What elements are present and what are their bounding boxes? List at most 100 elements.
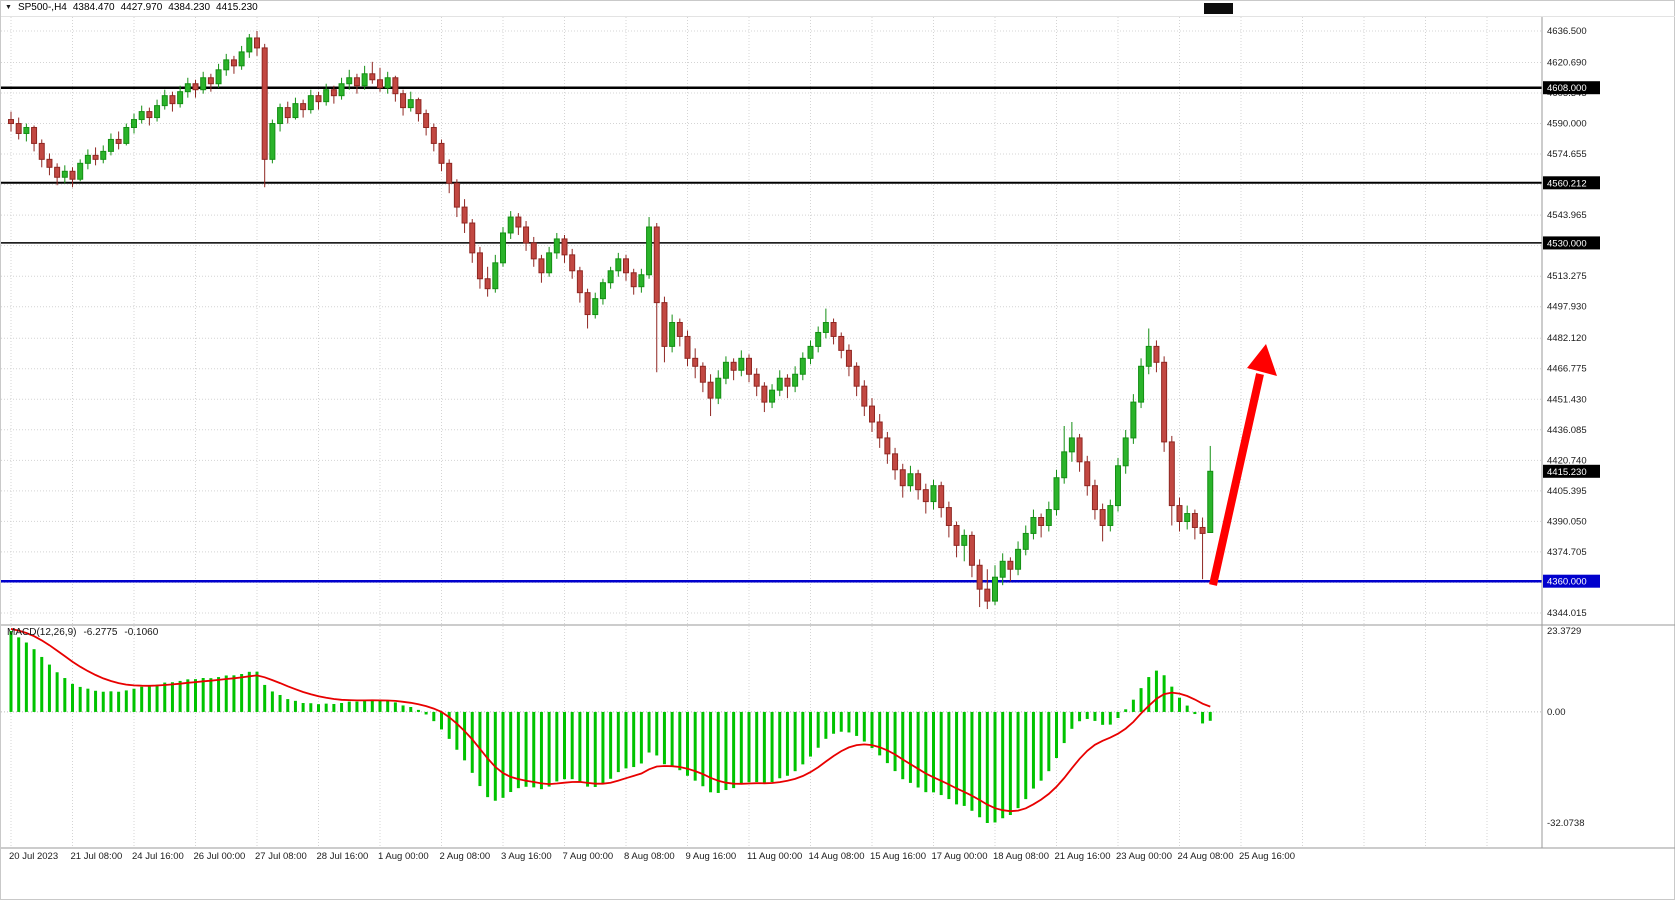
candle-body — [61, 170, 68, 178]
macd-histogram-bar — [778, 711, 782, 779]
macd-histogram-bar — [816, 711, 820, 748]
candle-body — [1115, 465, 1121, 507]
macd-indicator-label: MACD(12,26,9) -6.2775 -0.1060 — [7, 627, 158, 638]
time-axis-label: 26 Jul 00:00 — [194, 851, 246, 862]
macd-histogram-bar — [801, 711, 805, 765]
candle-body — [1030, 517, 1037, 534]
time-axis-label: 17 Aug 00:00 — [932, 851, 988, 862]
candle-body — [476, 252, 483, 280]
macd-histogram-bar — [1062, 711, 1066, 744]
macd-histogram-bar — [962, 711, 966, 806]
candle-body — [569, 254, 576, 272]
candle-body — [1068, 437, 1075, 453]
trend-arrow-shaft[interactable] — [1209, 373, 1264, 586]
macd-histogram-bar — [901, 711, 905, 780]
macd-histogram-bar — [809, 711, 812, 757]
macd-histogram-bar — [194, 679, 197, 712]
macd-histogram-bar — [1139, 688, 1143, 712]
candle-body — [699, 365, 706, 383]
candle-body — [315, 95, 322, 103]
macd-histogram-bar — [924, 711, 928, 793]
macd-histogram-bar — [601, 711, 605, 784]
quote-high: 4427.970 — [120, 2, 163, 13]
candle-body — [438, 142, 445, 164]
candle-body — [238, 51, 245, 67]
candle-body — [192, 83, 199, 91]
candle-body — [269, 123, 276, 160]
macd-histogram-bar — [985, 711, 989, 823]
macd-histogram-bar — [1101, 711, 1105, 725]
macd-histogram-bar — [555, 711, 559, 782]
trend-arrow-head[interactable] — [1247, 344, 1277, 376]
candle-body — [1199, 526, 1206, 534]
chart-header: ▼ SP500-,H4 4384.470 4427.970 4384.230 4… — [5, 2, 258, 13]
support-price-badge-4360.000[interactable] — [1543, 574, 1600, 588]
candle-body — [1176, 505, 1183, 522]
candle-body — [8, 119, 14, 125]
macd-histogram-bar — [939, 711, 943, 796]
macd-histogram-bar — [1147, 677, 1151, 712]
macd-axis-label: 0.00 — [1547, 707, 1566, 718]
resistance-price-badge-4608.000[interactable] — [1543, 81, 1600, 95]
price-axis-label: 4620.690 — [1547, 57, 1587, 68]
macd-histogram-bar — [416, 709, 420, 712]
macd-histogram-bar — [71, 683, 74, 712]
macd-histogram-bar — [739, 711, 743, 784]
macd-histogram-bar — [378, 700, 382, 712]
macd-histogram-bar — [932, 711, 935, 793]
price-axis-label: 4482.120 — [1547, 333, 1587, 344]
candle-body — [1045, 509, 1052, 526]
candle-body — [154, 105, 161, 119]
macd-histogram-bar — [716, 711, 720, 793]
support-price-badge-4360.000-label: 4360.000 — [1547, 577, 1587, 588]
macd-histogram-bar — [1085, 711, 1089, 719]
macd-histogram-bar — [732, 711, 736, 789]
symbol-dropdown-icon[interactable]: ▼ — [5, 4, 12, 11]
macd-histogram-bar — [701, 711, 705, 787]
candle-body — [1184, 513, 1191, 522]
candle-body — [1076, 437, 1083, 463]
macd-histogram-bar — [386, 700, 390, 712]
candle-body — [1007, 560, 1014, 570]
price-axis-label: 4390.050 — [1547, 516, 1587, 527]
macd-histogram-bar — [124, 690, 128, 712]
candle-body — [254, 37, 260, 49]
macd-histogram-bar — [524, 711, 528, 787]
macd-histogram-bar — [78, 686, 82, 712]
candle-body — [553, 238, 560, 254]
candle-body — [415, 99, 422, 115]
candle-body — [484, 278, 491, 290]
macd-histogram-bar — [393, 702, 397, 712]
candle-body — [1207, 470, 1214, 534]
candle-body — [561, 238, 568, 256]
macd-histogram-bar — [1001, 711, 1005, 819]
time-axis-label: 24 Jul 16:00 — [132, 851, 184, 862]
candle-body — [423, 113, 430, 129]
candle-body — [938, 485, 945, 509]
candle-body — [869, 405, 875, 423]
candle-body — [469, 222, 476, 254]
candle-body — [430, 127, 437, 144]
price-axis-label: 4405.395 — [1547, 486, 1587, 497]
macd-signal-line — [10, 628, 1211, 813]
candle-body — [576, 270, 583, 294]
macd-histogram-bar — [101, 691, 105, 712]
resistance-price-badge-4560.212[interactable] — [1543, 176, 1600, 190]
candle-body — [1107, 505, 1114, 526]
candle-body — [107, 138, 114, 152]
candle-body — [1122, 437, 1129, 467]
macd-histogram-bar — [624, 711, 628, 769]
candle-body — [446, 162, 453, 184]
candle-body — [1191, 513, 1198, 528]
macd-histogram-bar — [832, 711, 836, 734]
candle-body — [507, 216, 514, 234]
candle-body — [630, 272, 637, 288]
candle-body — [400, 93, 407, 109]
resistance-price-badge-4530.000[interactable] — [1543, 236, 1600, 250]
candle-body — [1061, 451, 1068, 479]
chart-shift-marker — [1204, 3, 1233, 14]
current-price-badge[interactable] — [1543, 464, 1600, 478]
macd-histogram-bar — [793, 711, 797, 772]
candle-body — [15, 123, 22, 134]
